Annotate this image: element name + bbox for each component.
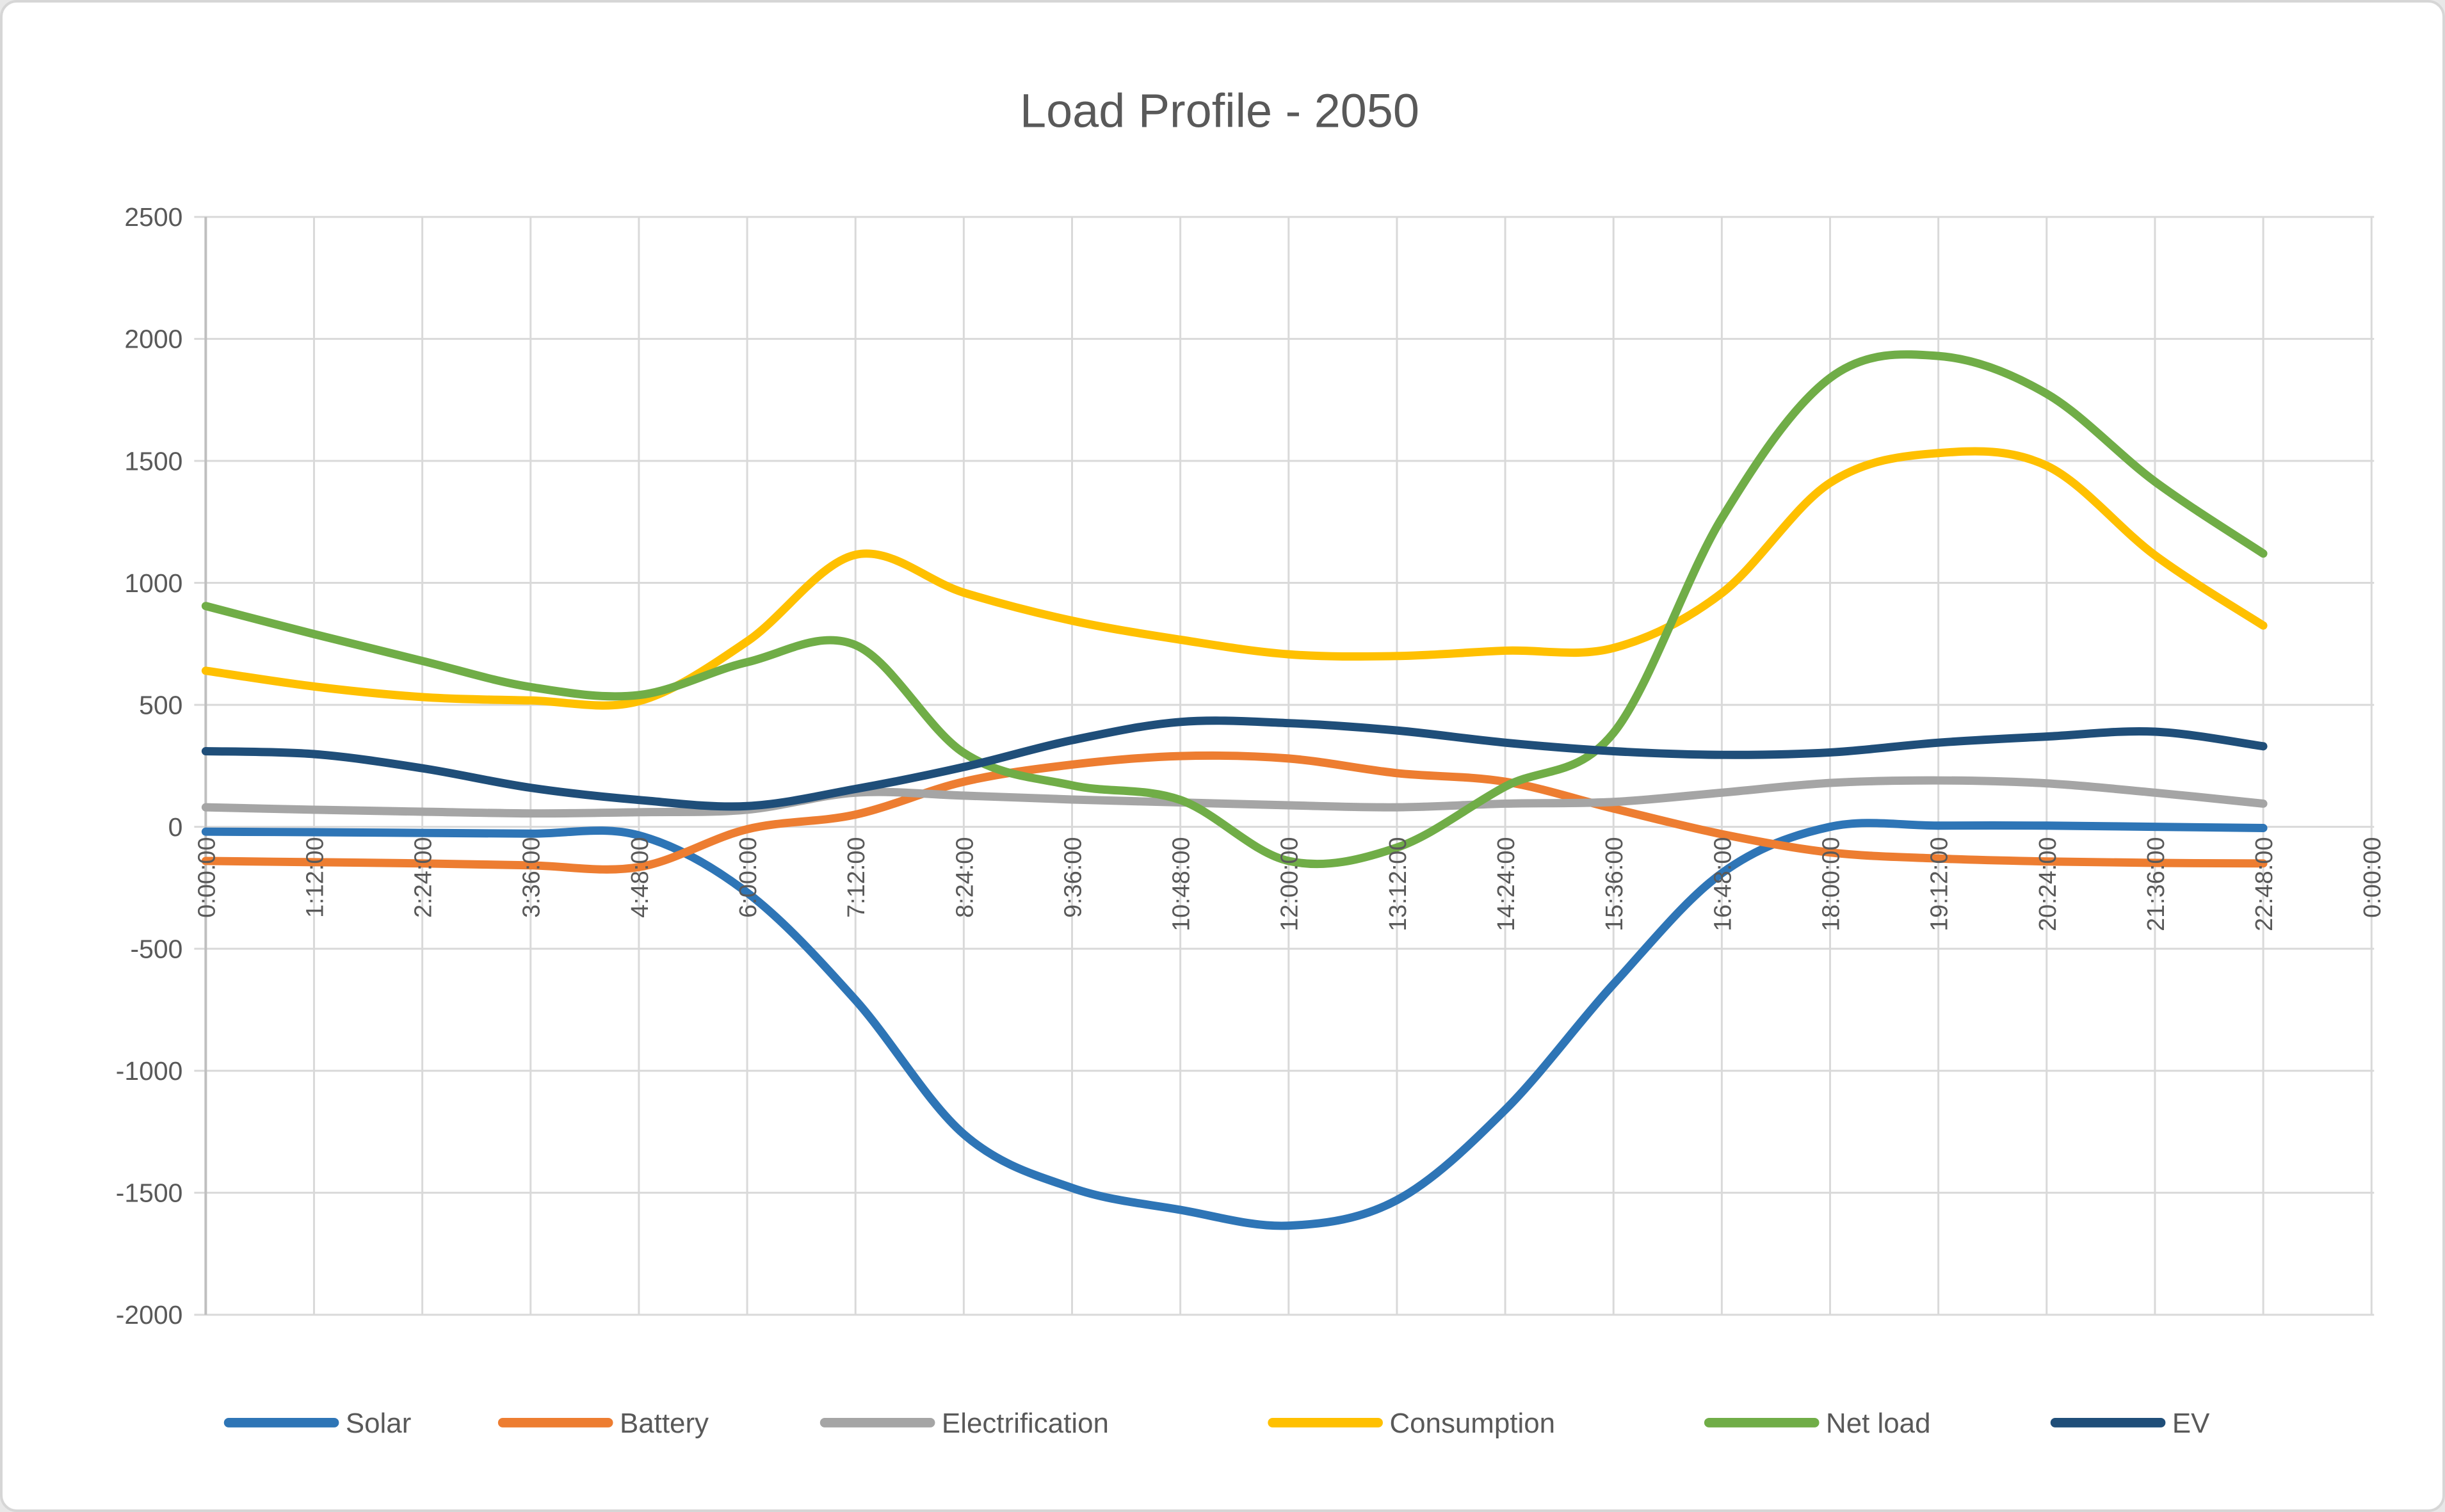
y-axis-tick-labels: 2500 2000 1500 1000 500 0 -500 -1000 -1500 -2000 [116, 202, 183, 1330]
x-tick-label: 20:24:00 [2035, 837, 2062, 931]
x-tick-label: 4:48:00 [627, 837, 654, 918]
legend-label: Electrification [942, 1408, 1109, 1439]
y-tick-label: 1500 [124, 446, 182, 476]
y-tick-label: -1500 [116, 1178, 183, 1208]
x-tick-label: 2:24:00 [410, 837, 437, 918]
vertical-gridlines [204, 216, 2373, 1315]
y-tick-label: -2000 [116, 1300, 183, 1330]
x-tick-label: 12:00:00 [1277, 837, 1303, 931]
legend-item-net-load: Net load [1704, 1408, 1930, 1439]
chart-title: Load Profile - 2050 [1020, 84, 1419, 137]
legend-label: Net load [1826, 1408, 1930, 1439]
legend-item-solar: Solar [223, 1408, 411, 1439]
series-line-ev [201, 716, 2268, 811]
y-tick-label: -1000 [116, 1056, 183, 1086]
x-tick-label: 6:00:00 [735, 837, 762, 918]
x-axis-tick-labels: 0:00:00 1:12:00 2:24:00 3:36:00 4:48:00 6:00:… [193, 837, 2386, 931]
series-line-net-load [201, 350, 2268, 869]
legend-item-battery: Battery [497, 1408, 709, 1439]
x-tick-label: 10:48:00 [1168, 837, 1195, 931]
series-lines [201, 350, 2268, 1230]
x-tick-label: 16:48:00 [1709, 837, 1736, 931]
legend-label: Solar [346, 1408, 411, 1439]
x-tick-label: 0:00:00 [2359, 837, 2386, 918]
legend-label: EV [2172, 1408, 2210, 1439]
y-tick-label: -500 [131, 935, 183, 964]
x-tick-label: 15:36:00 [1601, 837, 1628, 931]
legend-label: Consumption [1389, 1408, 1555, 1439]
y-tick-label: 500 [139, 690, 182, 720]
y-tick-label: 0 [168, 812, 183, 842]
y-tick-label: 1000 [124, 568, 182, 598]
y-tick-label: 2500 [124, 202, 182, 232]
series-line-consumption [201, 447, 2268, 710]
x-tick-label: 14:24:00 [1493, 837, 1520, 931]
x-tick-label: 13:12:00 [1385, 837, 1412, 931]
x-tick-label: 18:00:00 [1818, 837, 1844, 931]
legend-item-ev: EV [2050, 1408, 2210, 1439]
x-tick-label: 22:48:00 [2251, 837, 2278, 931]
legend: Solar Battery Electrification Consumption Ne… [223, 1408, 2210, 1439]
x-tick-label: 21:36:00 [2143, 837, 2170, 931]
x-tick-label: 7:12:00 [843, 837, 870, 918]
x-tick-label: 1:12:00 [302, 837, 328, 918]
horizontal-gridlines [194, 216, 2375, 1316]
y-tick-label: 2000 [124, 325, 182, 354]
x-tick-label: 0:00:00 [193, 837, 220, 918]
legend-item-electrification: Electrification [819, 1408, 1109, 1439]
x-tick-label: 9:36:00 [1060, 837, 1086, 918]
x-tick-label: 19:12:00 [1926, 837, 1953, 931]
series-line-electrification [201, 776, 2268, 818]
x-tick-label: 3:36:00 [519, 837, 545, 918]
series-line-solar [201, 819, 2268, 1230]
legend-item-consumption: Consumption [1268, 1408, 1555, 1439]
series-line-battery [201, 751, 2268, 874]
legend-label: Battery [620, 1408, 709, 1439]
x-tick-label: 8:24:00 [951, 837, 978, 918]
load-profile-line-chart: 25002000150010005000-500-1000-1500-2000 … [116, 84, 2386, 1439]
